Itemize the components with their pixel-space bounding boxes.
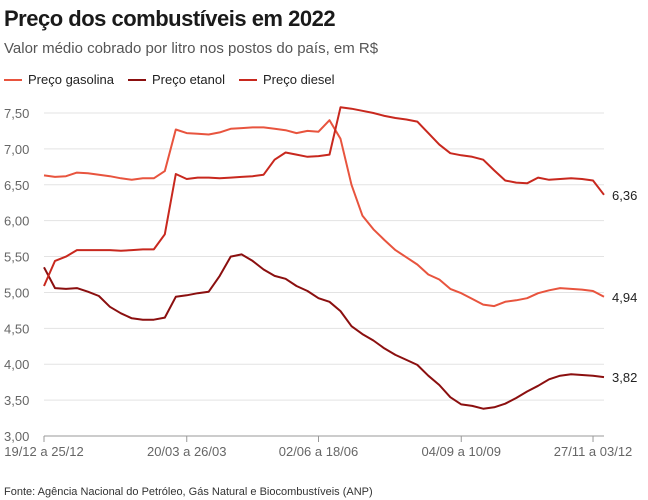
chart-subtitle: Valor médio cobrado por litro nos postos… bbox=[4, 40, 379, 57]
legend-swatch-etanol bbox=[128, 78, 146, 81]
x-tick-label: 19/12 a 25/12 bbox=[4, 444, 84, 459]
x-tick-label: 02/06 a 18/06 bbox=[279, 444, 359, 459]
y-tick-label: 7,00 bbox=[4, 142, 29, 157]
legend-item-diesel: Preço diesel bbox=[239, 72, 335, 87]
y-tick-label: 4,00 bbox=[4, 357, 29, 372]
legend-label-etanol: Preço etanol bbox=[152, 72, 225, 87]
y-axis-ticks: 3,00 3,50 4,00 4,50 5,00 5,50 6,00 6,50 7,00 7,50 bbox=[4, 106, 29, 444]
x-tick-label: 27/11 a 03/12 bbox=[554, 444, 633, 459]
y-tick-label: 3,00 bbox=[4, 429, 29, 444]
y-tick-label: 5,00 bbox=[4, 285, 29, 300]
y-tick-label: 6,00 bbox=[4, 214, 29, 229]
legend-item-etanol: Preço etanol bbox=[128, 72, 225, 87]
series-end-label-1: 3,82 bbox=[612, 370, 637, 385]
source-note: Fonte: Agência Nacional do Petróleo, Gás… bbox=[4, 486, 373, 498]
x-tick-label: 20/03 a 26/03 bbox=[147, 444, 227, 459]
legend-item-gasolina: Preço gasolina bbox=[4, 72, 114, 87]
series-line-2 bbox=[43, 106, 605, 287]
line-chart: 3,00 3,50 4,00 4,50 5,00 5,50 6,00 6,50 7,00 7,50… bbox=[4, 106, 637, 459]
legend-swatch-diesel bbox=[239, 78, 257, 81]
series-lines bbox=[43, 106, 605, 410]
end-labels: 4,94 3,82 6,36 bbox=[612, 188, 637, 385]
series-end-label-2: 6,36 bbox=[612, 188, 637, 203]
y-tick-label: 6,50 bbox=[4, 178, 29, 193]
y-tick-label: 4,50 bbox=[4, 321, 29, 336]
x-tick-label: 04/09 a 10/09 bbox=[421, 444, 501, 459]
legend: Preço gasolina Preço etanol Preço diesel bbox=[4, 72, 335, 87]
series-line-1 bbox=[43, 253, 605, 410]
y-tick-label: 7,50 bbox=[4, 106, 29, 121]
y-tick-label: 5,50 bbox=[4, 250, 29, 265]
series-line-0 bbox=[43, 119, 605, 308]
legend-label-gasolina: Preço gasolina bbox=[28, 72, 114, 87]
series-end-label-0: 4,94 bbox=[612, 290, 637, 305]
grid bbox=[44, 112, 604, 437]
legend-label-diesel: Preço diesel bbox=[263, 72, 335, 87]
x-axis-ticks: 19/12 a 25/12 20/03 a 26/03 02/06 a 18/06 0… bbox=[4, 436, 632, 459]
chart-title: Preço dos combustíveis em 2022 bbox=[4, 6, 336, 31]
legend-swatch-gasolina bbox=[4, 78, 22, 81]
y-tick-label: 3,50 bbox=[4, 393, 29, 408]
